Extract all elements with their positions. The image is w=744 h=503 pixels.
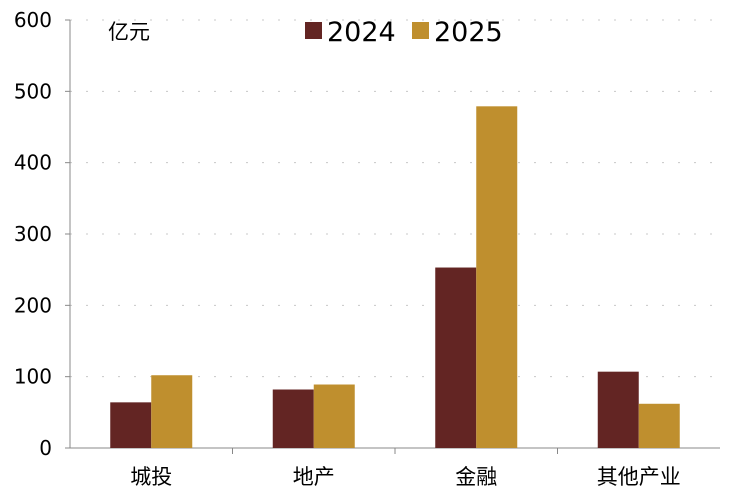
legend: 2024 2025 [305, 17, 503, 48]
legend-swatch [412, 22, 429, 39]
unit-label: 亿元 [108, 20, 150, 44]
bar-2024-0 [110, 402, 152, 448]
y-tick-label: 300 [14, 222, 52, 246]
category-label: 金融 [455, 465, 497, 489]
category-labels: 城投 地产 金融 其他产业 [130, 448, 681, 489]
gridlines [70, 19, 720, 378]
y-tick-label: 0 [39, 436, 52, 460]
bars [110, 106, 680, 449]
y-tick-label: 500 [14, 79, 52, 103]
bar-2024-2 [435, 267, 477, 448]
bar-2024-1 [272, 389, 314, 448]
legend-label: 2025 [434, 17, 503, 48]
y-tick-label: 200 [14, 293, 52, 317]
bar-2025-3 [638, 403, 680, 448]
legend-label: 2024 [327, 17, 396, 48]
bar-2025-2 [476, 106, 518, 449]
y-tick-label: 100 [14, 365, 52, 389]
y-tick-label: 400 [14, 151, 52, 175]
category-label: 城投 [130, 465, 172, 489]
y-tick-label: 600 [14, 8, 52, 32]
legend-swatch [305, 22, 322, 39]
bar-2025-1 [313, 384, 355, 448]
category-label: 其他产业 [597, 465, 681, 489]
category-label: 地产 [293, 465, 335, 489]
bar-2025-0 [151, 375, 193, 448]
bar-2024-3 [597, 371, 639, 448]
y-tick-labels: 0 100 200 300 400 500 600 [14, 8, 70, 460]
